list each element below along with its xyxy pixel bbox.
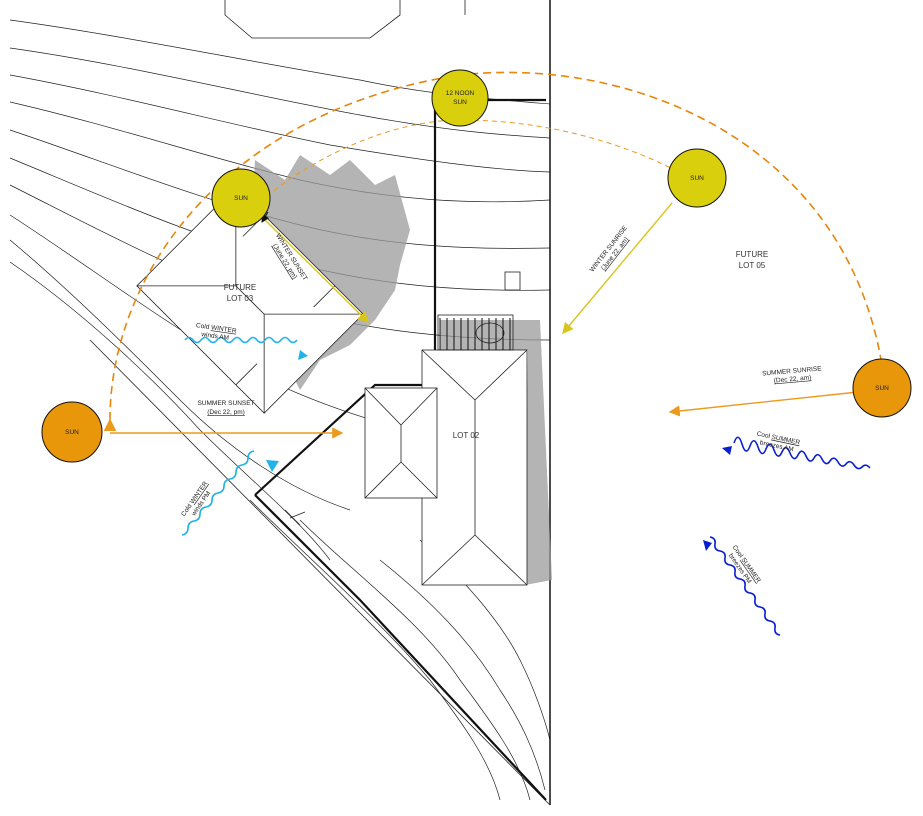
- lot-02-house: [284, 271, 528, 586]
- sun-noon-label-1: 12 NOON: [446, 90, 475, 97]
- cold-winter-am-wind: [184, 336, 298, 344]
- winter-sunset-arrow: [254, 209, 369, 323]
- sun-winter-sunset-label: SUN: [234, 195, 248, 202]
- sun-noon-label-2: SUN: [453, 99, 467, 106]
- sun-winter-sunrise-label: SUN: [690, 175, 704, 182]
- sun-summer-sunset-label: SUN: [65, 429, 79, 436]
- sun-summer-sunrise-label: SUN: [875, 385, 889, 392]
- summer-sunset-date: (Dec 22, pm): [207, 409, 245, 416]
- summer-sunrise-date: (Dec 22, am): [774, 374, 812, 384]
- cold-winter-am-time: winds AM: [200, 331, 230, 342]
- sun-winter-sunrise-icon: SUN: [667, 148, 727, 208]
- summer-sunset-title: SUMMER SUNSET: [197, 400, 254, 407]
- sun-arrows: [110, 202, 859, 439]
- sun-summer-sunrise-icon: SUN: [852, 358, 912, 418]
- cold-winter-pm-wind: [181, 450, 255, 536]
- neighbouring-building-top: [224, 0, 466, 39]
- winter-sunrise-arrow: [562, 202, 673, 335]
- future-lot-05-label-2: LOT 05: [739, 261, 766, 270]
- wind-arrows: [181, 336, 871, 636]
- sun-summer-sunset-icon: SUN: [41, 401, 103, 463]
- deck-railing: [439, 318, 511, 350]
- lot-02-label: LOT 02: [453, 431, 480, 440]
- sun-noon-icon: 12 NOON SUN: [431, 69, 489, 127]
- cold-winter-am-label: Cold WINTER: [196, 322, 238, 335]
- summer-sunrise-arrow: [668, 391, 859, 417]
- sun-winter-sunset-icon: SUN: [211, 168, 271, 228]
- future-lot-05-label-1: FUTURE: [736, 250, 768, 259]
- future-lot-03-label-1: FUTURE: [224, 283, 256, 292]
- future-lot-03-label-2: LOT 03: [227, 294, 254, 303]
- cool-summer-pm-wind: [709, 536, 781, 636]
- property-boundary: [89, 0, 551, 806]
- cool-summer-am-wind: [733, 436, 871, 470]
